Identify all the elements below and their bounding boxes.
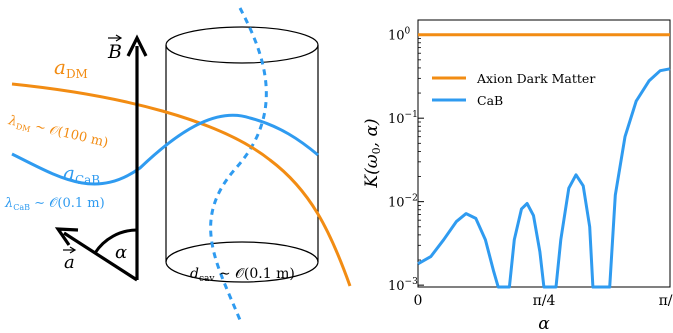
b-arrow-accent-head xyxy=(115,34,123,42)
a-arrow-accent-head xyxy=(69,246,77,254)
x-tick-label: π/4 xyxy=(533,293,556,309)
y-tick-label: 10−2 xyxy=(388,194,418,211)
legend-label-cab: CaB xyxy=(477,93,503,108)
schematic-diagram: B a α aDM λDM ∼ 𝒪(100 m) aCaB λCaB ∼ 𝒪(0… xyxy=(4,7,352,321)
x-axis: 0 π/4 π/2 xyxy=(414,281,673,309)
d-cav-label: dcav ∼ 𝒪(0.1 m) xyxy=(190,266,295,284)
legend: Axion Dark Matter CaB xyxy=(432,71,595,108)
y-tick-label: 10−3 xyxy=(388,277,418,294)
x-axis-label: α xyxy=(538,314,550,333)
x-tick-label: 0 xyxy=(414,293,423,309)
lambda-cab-label: λCaB ∼ 𝒪(0.1 m) xyxy=(4,196,105,212)
cavity-top-ellipse xyxy=(165,26,319,64)
plot-frame xyxy=(417,19,671,288)
alpha-arc xyxy=(93,228,138,254)
y-axis-label: K(ω0, α) xyxy=(362,118,383,188)
b-vector-label: B xyxy=(107,41,122,63)
a-vector-label: a xyxy=(64,252,75,273)
y-tick-label: 100 xyxy=(388,27,411,44)
cavity-bottom-ellipse xyxy=(165,241,319,283)
lambda-dm-label: λDM ∼ 𝒪(100 m) xyxy=(6,113,110,152)
series-group xyxy=(417,33,671,289)
a-vector-shaft xyxy=(63,231,138,282)
y-axis: 10−3 10−2 10−1 100 xyxy=(388,27,424,294)
x-tick-label: π/2 xyxy=(659,293,673,309)
legend-label-dm: Axion Dark Matter xyxy=(476,71,595,86)
cab-dashed-wave xyxy=(209,7,268,321)
series-line-cab xyxy=(417,67,671,289)
dm-wave xyxy=(11,82,352,287)
a-vector-head xyxy=(54,227,79,246)
chart: 10−3 10−2 10−1 100 0 π/4 π/2 K(ω0, α) α Axion… xyxy=(362,19,673,333)
y-tick-label: 10−1 xyxy=(388,110,418,127)
a-dm-label: aDM xyxy=(54,55,88,81)
cab-wave xyxy=(11,113,319,186)
b-vector-head xyxy=(126,34,148,57)
alpha-label: α xyxy=(115,242,127,263)
a-cab-label: aCaB xyxy=(63,161,100,187)
